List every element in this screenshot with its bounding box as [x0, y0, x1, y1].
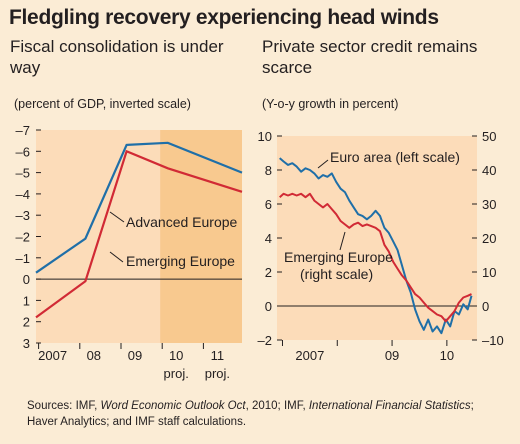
- right-x-tick-label: 09: [385, 348, 399, 363]
- right-left-y-tick-label: –2: [258, 333, 272, 348]
- right-left-y-tick-label: 4: [265, 231, 272, 246]
- sources-tail: ; Haver Analytics; and IMF staff calcula…: [27, 400, 474, 428]
- left-y-tick-label: –4: [16, 187, 30, 202]
- right-left-y-tick-label: 6: [265, 197, 272, 212]
- emerging-europe-credit-label-2: (right scale): [300, 266, 373, 282]
- right-right-y-tick-label: 20: [482, 231, 496, 246]
- right-left-y-tick-label: 2: [265, 265, 272, 280]
- right-chart-subtitle: (Y-o-y growth in percent): [262, 97, 399, 111]
- right-chart-title: Private sector credit remains scarce: [262, 37, 478, 77]
- left-y-tick-label: –5: [16, 166, 30, 181]
- left-x-tick-label: 11: [211, 348, 225, 363]
- left-y-tick-label: –2: [16, 230, 30, 245]
- main-title: Fledgling recovery experiencing head win…: [9, 6, 439, 29]
- emerging-europe-label: Emerging Europe: [126, 253, 235, 269]
- left-x-tick-sublabel: proj.: [205, 366, 230, 381]
- left-x-tick-sublabel: proj.: [164, 366, 189, 381]
- emerging-europe-credit-leader: [339, 231, 346, 251]
- left-y-tick-label: –6: [16, 144, 30, 159]
- left-x-tick-label: 2007: [38, 348, 67, 363]
- left-y-tick-label: 1: [23, 293, 30, 308]
- right-x-tick-label: 10: [440, 348, 454, 363]
- right-right-y-tick-label: 0: [482, 299, 489, 314]
- sources-weo: Word Economic Outlook Oct: [100, 400, 246, 412]
- left-x-tick-label: 10: [169, 348, 183, 363]
- left-y-tick-label: 0: [23, 272, 30, 287]
- sources-mid: , 2010; IMF,: [245, 400, 309, 412]
- left-chart-subtitle: (percent of GDP, inverted scale): [14, 97, 191, 111]
- sources-ifs: International Financial Statistics: [308, 400, 471, 412]
- left-y-tick-label: –1: [16, 251, 30, 266]
- right-x-tick-label: 2007: [295, 348, 324, 363]
- emerging-europe-credit-label-1: Emerging Europe: [284, 249, 393, 265]
- advanced-europe-line: [35, 141, 243, 274]
- left-y-tick-label: –3: [16, 208, 30, 223]
- right-left-y-tick-label: 0: [265, 299, 272, 314]
- emerging-europe-line: [35, 149, 243, 319]
- left-x-tick-label: 08: [87, 348, 101, 363]
- right-right-y-tick-label: 40: [482, 163, 496, 178]
- right-left-y-tick-label: 8: [265, 163, 272, 178]
- sources-note: Sources: IMF, Word Economic Outlook Oct,…: [27, 398, 507, 430]
- left-y-tick-label: 3: [23, 336, 30, 351]
- right-right-y-tick-label: –10: [482, 333, 504, 348]
- right-plot-area: [277, 136, 477, 340]
- advanced-europe-label: Advanced Europe: [126, 214, 238, 230]
- left-chart-title: Fiscal consolidation is under way: [10, 37, 224, 77]
- right-right-y-tick-label: 50: [482, 129, 496, 144]
- left-projection-shade: [160, 130, 242, 343]
- advanced-europe-leader: [109, 211, 125, 223]
- left-y-tick-label: –7: [16, 123, 30, 138]
- left-y-tick-label: 2: [23, 315, 30, 330]
- right-right-y-tick-label: 10: [482, 265, 496, 280]
- right-chart: –2 0 2 4 6 8 10 –10 0 10 20 30 40 50 2007 09 10 Euro area…: [258, 129, 504, 363]
- euro-area-label: Euro area (left scale): [330, 149, 460, 165]
- euro-area-line: [279, 157, 473, 335]
- right-left-y-tick-label: 10: [258, 129, 272, 144]
- emerging-europe-leader: [109, 251, 124, 263]
- emerging-europe-credit-line: [279, 192, 472, 323]
- euro-area-leader: [317, 159, 329, 169]
- sources-lead: Sources: IMF,: [27, 400, 101, 412]
- left-x-tick-label: 09: [128, 348, 142, 363]
- right-right-y-tick-label: 30: [482, 197, 496, 212]
